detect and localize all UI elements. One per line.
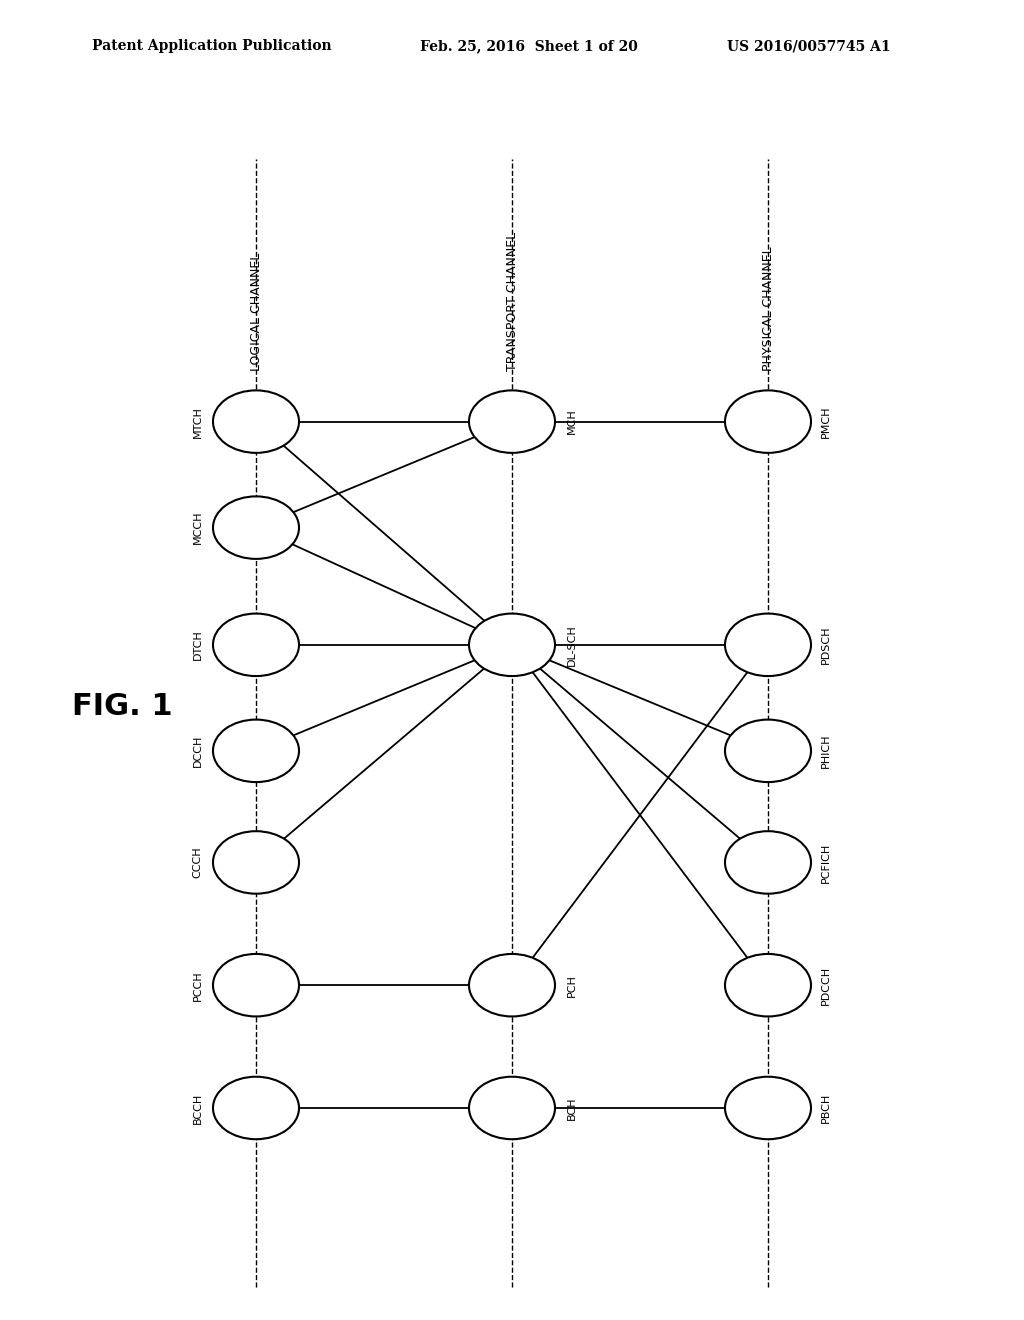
Text: PHYSICAL CHANNEL: PHYSICAL CHANNEL: [762, 247, 774, 371]
Text: LOGICAL CHANNEL: LOGICAL CHANNEL: [250, 253, 262, 371]
Ellipse shape: [725, 1077, 811, 1139]
Text: PDCCH: PDCCH: [821, 966, 831, 1005]
Text: Patent Application Publication: Patent Application Publication: [92, 40, 332, 53]
Ellipse shape: [469, 391, 555, 453]
Text: PMCH: PMCH: [821, 405, 831, 438]
Text: PBCH: PBCH: [821, 1093, 831, 1123]
Ellipse shape: [725, 719, 811, 781]
Ellipse shape: [213, 954, 299, 1016]
Text: PCCH: PCCH: [193, 970, 203, 1001]
Ellipse shape: [213, 719, 299, 781]
Ellipse shape: [725, 832, 811, 894]
Text: BCH: BCH: [567, 1096, 578, 1119]
Ellipse shape: [469, 614, 555, 676]
Text: PHICH: PHICH: [821, 734, 831, 768]
Ellipse shape: [213, 391, 299, 453]
Ellipse shape: [725, 391, 811, 453]
Ellipse shape: [213, 1077, 299, 1139]
Text: FIG. 1: FIG. 1: [72, 692, 172, 721]
Text: CCCH: CCCH: [193, 846, 203, 878]
Text: DL-SCH: DL-SCH: [567, 624, 578, 665]
Text: US 2016/0057745 A1: US 2016/0057745 A1: [727, 40, 891, 53]
Ellipse shape: [725, 614, 811, 676]
Text: PCH: PCH: [567, 974, 578, 997]
Text: DTCH: DTCH: [193, 630, 203, 660]
Ellipse shape: [469, 954, 555, 1016]
Ellipse shape: [469, 1077, 555, 1139]
Text: PCFICH: PCFICH: [821, 842, 831, 883]
Ellipse shape: [213, 614, 299, 676]
Text: MCCH: MCCH: [193, 511, 203, 544]
Text: MCH: MCH: [567, 409, 578, 434]
Text: BCCH: BCCH: [193, 1093, 203, 1123]
Ellipse shape: [213, 496, 299, 558]
Text: Feb. 25, 2016  Sheet 1 of 20: Feb. 25, 2016 Sheet 1 of 20: [420, 40, 638, 53]
Ellipse shape: [725, 954, 811, 1016]
Text: DCCH: DCCH: [193, 735, 203, 767]
Text: PDSCH: PDSCH: [821, 626, 831, 664]
Ellipse shape: [213, 832, 299, 894]
Text: MTCH: MTCH: [193, 405, 203, 437]
Text: TRANSPORT CHANNEL: TRANSPORT CHANNEL: [506, 232, 518, 371]
